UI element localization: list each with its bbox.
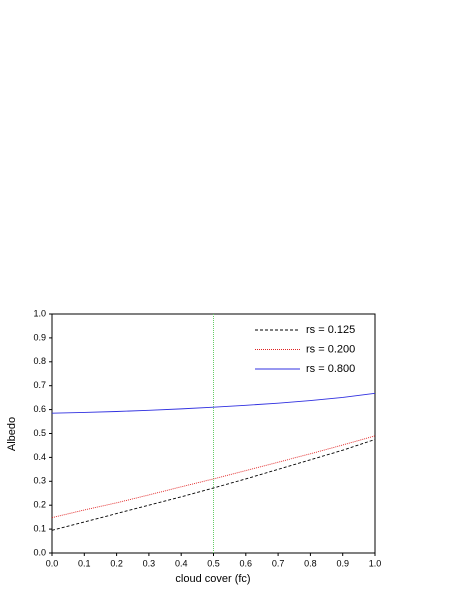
x-tick-label: 0.1 [78,558,91,568]
x-tick-label: 0.4 [175,558,188,568]
y-tick-label: 0.7 [33,380,46,390]
y-tick-label: 0.3 [33,476,46,486]
y-tick-label: 1.0 [33,308,46,318]
legend-label: rs = 0.800 [306,363,355,375]
y-tick-label: 0.4 [33,452,46,462]
x-tick-label: 0.8 [304,558,317,568]
x-tick-label: 0.7 [272,558,285,568]
y-tick-label: 0.2 [33,500,46,510]
series-line [51,439,376,531]
x-tick-label: 0.9 [336,558,349,568]
x-tick-label: 0.6 [240,558,253,568]
x-tick-label: 0.3 [143,558,156,568]
legend-label: rs = 0.200 [306,343,355,355]
x-tick-label: 0.5 [207,558,220,568]
series-line [51,392,376,414]
x-axis-label: cloud cover (fc) [175,573,250,585]
y-tick-label: 0.6 [33,404,46,414]
y-tick-label: 0.1 [33,523,46,533]
series-line [51,435,376,519]
x-tick-label: 1.0 [369,558,382,568]
y-tick-label: 0.0 [33,547,46,557]
x-tick-label: 0.2 [110,558,123,568]
y-tick-label: 0.5 [33,428,46,438]
legend-label: rs = 0.125 [306,324,355,336]
y-tick-label: 0.8 [33,356,46,366]
y-tick-label: 0.9 [33,332,46,342]
x-tick-label: 0.0 [46,558,59,568]
y-axis-label: Albedo [6,417,18,451]
